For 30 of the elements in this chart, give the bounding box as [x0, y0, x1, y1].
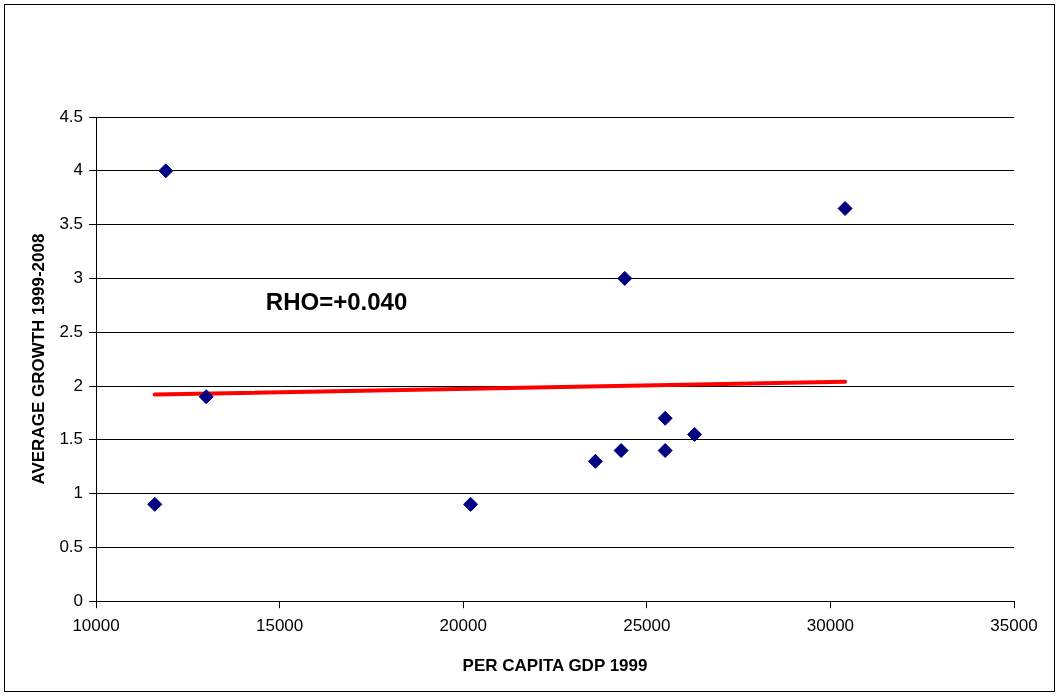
- y-axis-title: AVERAGE GROWTH 1999-2008: [28, 233, 48, 485]
- y-tick-label: 3: [73, 268, 84, 288]
- point: [198, 389, 214, 405]
- x-tick-label: 35000: [990, 616, 1038, 636]
- point: [657, 443, 673, 459]
- x-tick-label: 30000: [806, 616, 855, 636]
- x-tick-label: 10000: [72, 616, 120, 636]
- x-tick-label: 15000: [255, 616, 304, 636]
- y-tick-label: 4.5: [59, 106, 84, 126]
- point: [158, 163, 174, 179]
- y-tick-label: 3.5: [59, 214, 84, 234]
- y-tick-label: 1: [73, 483, 84, 503]
- y-tick-label: 4: [73, 160, 84, 180]
- point: [617, 270, 633, 286]
- point: [657, 410, 673, 426]
- x-tick-label: 25000: [623, 616, 671, 636]
- y-tick-label: 2: [73, 375, 84, 395]
- y-tick-label: 1.5: [59, 429, 84, 449]
- y-tick-label: 0: [73, 590, 84, 610]
- point: [613, 443, 629, 459]
- point: [837, 200, 853, 216]
- point: [147, 496, 163, 512]
- annotation: RHO=+0.040: [265, 288, 408, 316]
- y-tick-label: 2.5: [59, 321, 84, 341]
- point: [687, 426, 703, 442]
- y-tick-label: 0.5: [59, 537, 84, 557]
- point: [587, 453, 603, 469]
- point: [463, 496, 479, 512]
- x-axis-title: PER CAPITA GDP 1999: [462, 656, 648, 676]
- x-tick-label: 20000: [439, 616, 487, 636]
